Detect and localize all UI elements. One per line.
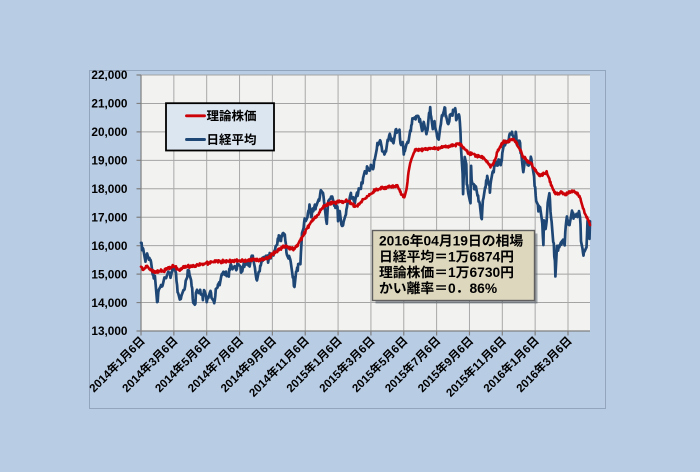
svg-text:14,000: 14,000: [91, 296, 128, 310]
svg-text:17,000: 17,000: [91, 210, 128, 224]
svg-text:0: 0: [448, 281, 456, 296]
svg-text:04: 04: [424, 234, 440, 249]
svg-text:19: 19: [453, 234, 469, 249]
svg-text:18,000: 18,000: [91, 182, 128, 196]
svg-text:2016: 2016: [379, 234, 410, 249]
svg-text:13,000: 13,000: [91, 324, 128, 338]
svg-text:21,000: 21,000: [91, 97, 128, 111]
svg-text:20,000: 20,000: [91, 125, 128, 139]
svg-text:15,000: 15,000: [91, 267, 128, 281]
svg-text:6874: 6874: [470, 249, 501, 264]
svg-text:1: 1: [448, 265, 456, 280]
svg-text:1: 1: [448, 249, 456, 264]
svg-text:86%: 86%: [470, 281, 498, 296]
svg-text:19,000: 19,000: [91, 154, 128, 168]
svg-text:22,000: 22,000: [91, 68, 128, 82]
svg-text:6730: 6730: [470, 265, 501, 280]
svg-text:16,000: 16,000: [91, 239, 128, 253]
